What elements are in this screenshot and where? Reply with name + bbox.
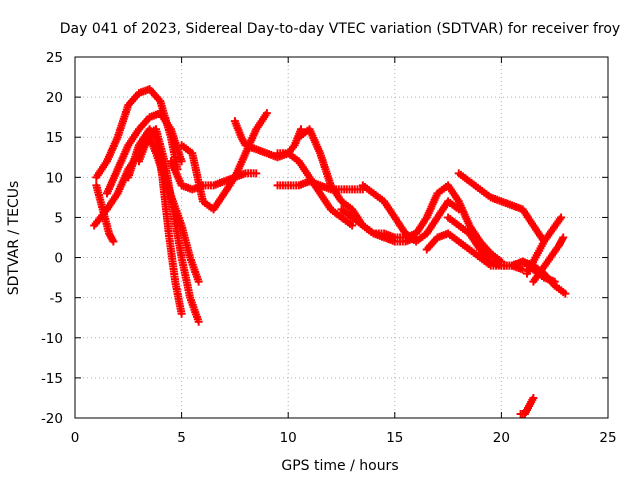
y-tick-label: 5 [54, 210, 63, 226]
series-arc-9 [230, 117, 305, 162]
series-arc-6 [134, 125, 203, 326]
series-trace-markers [361, 183, 461, 244]
series-trace-markers [518, 395, 537, 418]
series-trace-markers [93, 183, 117, 244]
series-trace-markers [103, 110, 185, 196]
data-points [90, 85, 570, 418]
y-tick-label: -15 [41, 371, 63, 387]
x-tick-label: 15 [386, 430, 403, 446]
series-arc-20 [522, 213, 566, 278]
series-trace-markers [135, 126, 202, 324]
series-trace-markers [524, 215, 564, 276]
x-tick-label: 25 [599, 430, 616, 446]
series-trace-markers [276, 149, 354, 228]
plot-frame [74, 56, 609, 419]
y-tick-label: 20 [46, 90, 63, 106]
x-tick-label: 5 [177, 430, 186, 446]
y-tick-label: -20 [41, 411, 63, 427]
x-axis-label: GPS time / hours [281, 458, 398, 474]
series-trace-markers [530, 235, 567, 284]
y-tick-label: 15 [46, 130, 63, 146]
series-arc-4 [92, 181, 118, 246]
series-arc-11 [273, 149, 357, 230]
y-tick-label: -10 [41, 331, 63, 347]
series-arc-21 [529, 233, 568, 286]
series-trace-markers [456, 170, 547, 244]
y-tick-label: 25 [46, 50, 63, 66]
y-tick-label: 10 [46, 170, 63, 186]
y-tick-label: 0 [54, 251, 63, 267]
axis-ticks: 0 5 10 15 20 25 -20 -15 -10 -5 0 5 10 15 20 25 [41, 50, 617, 446]
series-arc-3 [102, 109, 186, 198]
series-trace-markers [413, 183, 504, 264]
x-tick-label: 10 [280, 430, 297, 446]
chart-title: Day 041 of 2023, Sidereal Day-to-day VTE… [60, 21, 620, 37]
series-arc-22 [516, 393, 538, 418]
y-axis-label: SDTVAR / TECUs [6, 181, 22, 296]
series-trace-markers [231, 119, 305, 161]
y-tick-label: -5 [50, 291, 63, 307]
x-tick-label: 20 [493, 430, 510, 446]
x-tick-label: 0 [71, 430, 80, 446]
